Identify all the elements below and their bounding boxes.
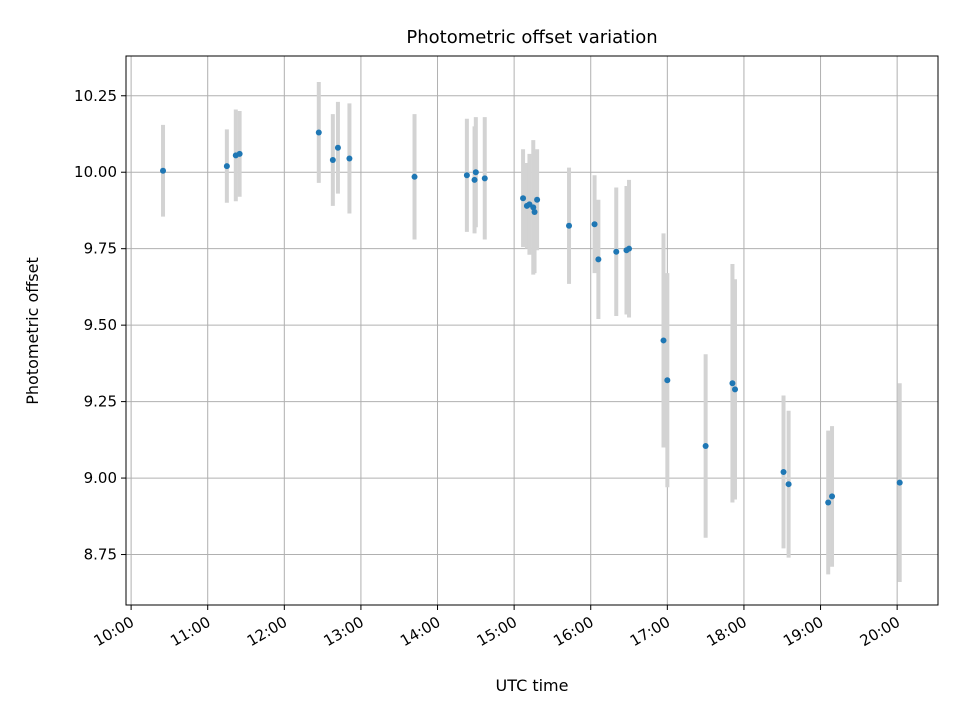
data-point [236, 150, 243, 157]
data-point [481, 175, 488, 182]
data-point [315, 129, 322, 136]
data-point [463, 172, 470, 179]
data-point [531, 208, 538, 215]
x-axis-title: UTC time [496, 676, 569, 695]
y-tick-label: 8.75 [84, 546, 117, 564]
data-point [160, 167, 167, 174]
data-point [334, 144, 341, 151]
data-point [591, 221, 598, 228]
data-point [829, 493, 836, 500]
y-axis: 8.75 9.00 9.25 9.50 9.75 10.00 10.25 [74, 87, 126, 564]
chart-title: Photometric offset variation [406, 27, 657, 48]
data-point [346, 155, 353, 162]
y-tick-label: 10.25 [74, 87, 117, 105]
data-point [702, 442, 709, 449]
y-tick-label: 9.00 [84, 469, 117, 487]
data-point [471, 176, 478, 183]
data-point [520, 195, 527, 202]
data-point [732, 386, 738, 393]
data-point [825, 499, 832, 506]
y-axis-title: Photometric offset [23, 257, 42, 405]
data-point [223, 163, 230, 170]
data-point [660, 337, 667, 344]
data-point [896, 479, 903, 486]
data-point [411, 173, 418, 180]
y-tick-label: 10.00 [74, 163, 117, 181]
data-point [626, 245, 633, 252]
data-point [613, 248, 620, 255]
data-point [534, 196, 541, 203]
data-point [595, 256, 602, 263]
data-point [472, 169, 479, 176]
data-point [566, 222, 573, 229]
data-point [729, 380, 736, 387]
data-point [664, 377, 671, 384]
data-point [785, 481, 792, 488]
y-tick-label: 9.25 [84, 393, 117, 411]
y-tick-label: 9.75 [84, 240, 117, 258]
data-points [160, 129, 903, 506]
data-point [530, 204, 537, 211]
data-point [780, 468, 787, 475]
y-tick-label: 9.50 [84, 316, 117, 334]
data-point [329, 156, 336, 163]
plot-frame [125, 55, 939, 606]
